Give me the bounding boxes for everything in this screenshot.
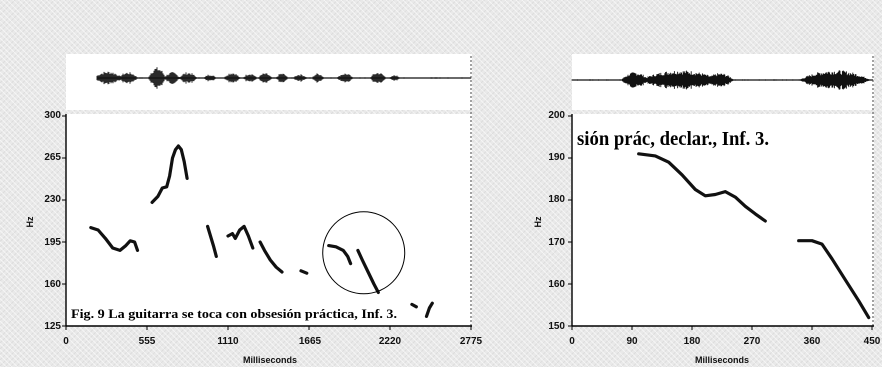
right-xtick-label: 360 [804, 336, 821, 347]
right-ytick-label: 160 [548, 279, 565, 290]
left-pitch-segment [150, 144, 189, 204]
left-pitch-segment [89, 226, 140, 252]
left-plot-area [66, 114, 472, 326]
left-pitch-segment [226, 224, 255, 250]
left-figure-caption: Fig. 9 La guitarra se toca con obsesión … [71, 307, 397, 321]
left-xtick-label: 2775 [460, 336, 483, 347]
left-ytick-label: 195 [44, 237, 61, 248]
right-ytick-label: 190 [548, 152, 565, 163]
left-ytick-label: 160 [44, 279, 61, 290]
left-pitch-segment [356, 248, 380, 294]
right-pitch-segment [797, 239, 871, 320]
left-ytick-label: 125 [44, 321, 61, 332]
left-pitch-segment [410, 302, 418, 309]
left-pitch-series [62, 115, 472, 330]
right-pitch-series [568, 115, 873, 330]
right-xtick-label: 0 [569, 336, 575, 347]
left-y-axis-label: Hz [25, 216, 35, 227]
left-pitch-segment [206, 224, 218, 258]
left-ytick-label: 265 [44, 152, 61, 163]
left-xtick-label: 1110 [217, 336, 239, 347]
right-waveform-trace [571, 70, 874, 90]
right-panel: 200 190 180 170 160 150 0 90 180 270 360… [533, 54, 881, 365]
left-waveform [96, 67, 472, 89]
right-figure-caption: sión prác, declar., Inf. 3. [577, 128, 769, 150]
left-pitch-segment [424, 301, 434, 318]
right-ytick-label: 150 [548, 321, 565, 332]
right-x-axis-label: Milliseconds [695, 355, 749, 365]
right-y-axis-label: Hz [533, 216, 543, 227]
left-waveform-panel [66, 54, 472, 110]
left-xtick-label: 0 [63, 336, 69, 347]
right-ytick-label: 200 [548, 110, 565, 121]
right-xtick-label: 450 [864, 336, 881, 347]
highlight-circle [322, 211, 406, 295]
right-xtick-label: 90 [626, 336, 638, 347]
left-ytick-label: 230 [44, 194, 61, 205]
left-ytick-label: 300 [44, 110, 61, 121]
right-waveform [571, 70, 874, 90]
left-pitch-segment [327, 244, 353, 266]
left-panel: 300 265 230 195 160 125 0 555 1110 1665 … [25, 54, 483, 365]
right-xtick-label: 180 [684, 336, 701, 347]
left-xtick-label: 1665 [299, 336, 322, 347]
left-pitch-segment [258, 240, 284, 274]
left-xtick-label: 555 [139, 336, 156, 347]
right-ytick-label: 180 [548, 194, 565, 205]
right-ytick-label: 170 [548, 237, 565, 248]
right-xtick-label: 270 [744, 336, 761, 347]
right-pitch-segment [637, 152, 767, 223]
left-xtick-label: 2220 [379, 336, 402, 347]
right-plot-area [572, 114, 874, 326]
left-pitch-segment [299, 269, 309, 275]
left-x-axis-label: Milliseconds [243, 355, 297, 365]
left-waveform-trace [96, 67, 472, 89]
